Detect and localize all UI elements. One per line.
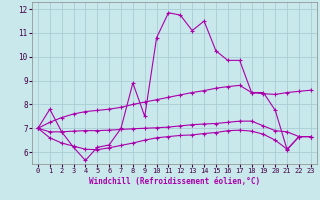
X-axis label: Windchill (Refroidissement éolien,°C): Windchill (Refroidissement éolien,°C) — [89, 177, 260, 186]
